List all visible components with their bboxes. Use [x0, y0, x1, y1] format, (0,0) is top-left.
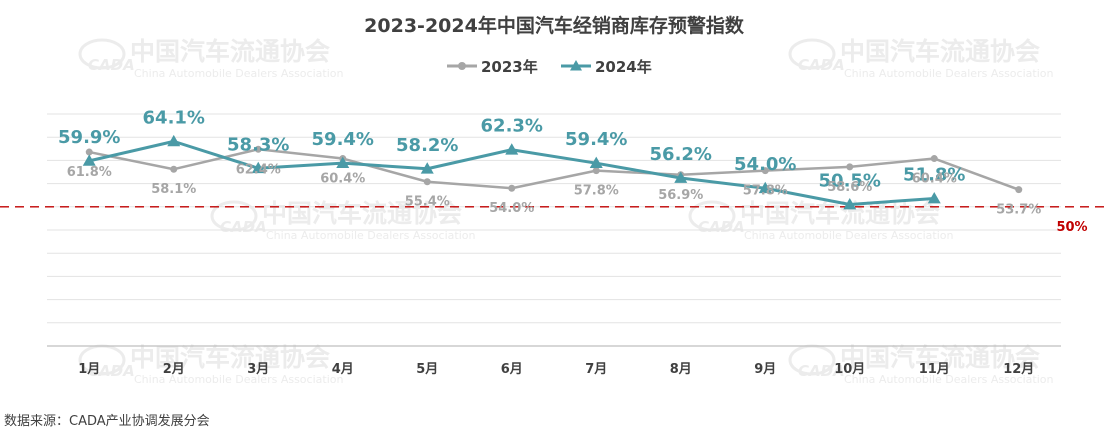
data-label: 53.7%	[996, 203, 1041, 218]
data-point	[758, 181, 772, 194]
data-label: 62.4%	[236, 162, 281, 177]
watermark-en: China Automobile Dealers Association	[134, 67, 343, 80]
watermark-logo-icon	[788, 38, 836, 70]
legend: 2023年 2024年	[447, 58, 652, 76]
watermark-cn: 中国汽车流通协会	[262, 199, 462, 228]
data-point	[1015, 186, 1023, 194]
x-tick-label: 3月	[247, 362, 269, 377]
series-line	[89, 148, 1020, 191]
data-point	[420, 162, 434, 174]
data-label: 58.3%	[227, 134, 289, 155]
data-point	[85, 148, 93, 156]
data-label: 54.0%	[734, 154, 796, 175]
x-tick-label: 4月	[332, 362, 354, 377]
watermark-cn: 中国汽车流通协会	[130, 343, 330, 372]
x-axis-tick-labels: 1月 2月 3月 4月 5月 6月 7月 8月 9月 10月 11月 12月	[78, 362, 1034, 377]
watermark-cn: 中国汽车流通协会	[840, 37, 1040, 66]
watermark-en: China Automobile Dealers Association	[744, 229, 953, 242]
data-point	[170, 165, 178, 173]
watermark-cn: 中国汽车流通协会	[840, 343, 1040, 372]
watermark-logo-text: CADA	[698, 218, 745, 236]
data-label: 57.8%	[743, 184, 788, 199]
data-point	[505, 143, 519, 155]
data-label: 61.8%	[67, 165, 112, 180]
data-label: 59.9%	[58, 127, 120, 148]
watermark-cn: 中国汽车流通协会	[130, 37, 330, 66]
x-tick-label: 6月	[501, 362, 523, 377]
data-label: 58.1%	[151, 182, 196, 197]
data-point	[927, 191, 941, 204]
series-markers	[82, 134, 1023, 210]
data-point	[930, 155, 938, 163]
watermark-en: China Automobile Dealers Association	[134, 373, 343, 386]
x-tick-label: 7月	[585, 362, 607, 377]
data-label: 54.0%	[489, 201, 534, 216]
legend-marker-circle	[458, 62, 466, 70]
data-point	[251, 161, 265, 174]
data-point	[423, 178, 431, 186]
data-point	[167, 134, 181, 147]
data-point	[843, 197, 857, 210]
x-tick-label: 11月	[919, 362, 950, 377]
data-point	[761, 167, 769, 175]
watermark-logo-text: CADA	[798, 56, 845, 74]
watermark-en: China Automobile Dealers Association	[844, 373, 1053, 386]
data-label: 51.8%	[903, 164, 965, 185]
data-point	[254, 145, 262, 153]
data-label: 59.4%	[565, 129, 627, 150]
watermark-logo-icon	[78, 38, 126, 70]
data-point	[592, 167, 600, 175]
legend-label: 2023年	[481, 58, 538, 76]
source-note: 数据来源：CADA产业协调发展分会	[4, 413, 210, 429]
x-tick-label: 1月	[78, 362, 100, 377]
data-point	[82, 154, 96, 166]
data-label: 55.4%	[405, 195, 450, 210]
data-point	[336, 156, 350, 169]
gridlines	[47, 113, 1061, 347]
data-point	[589, 156, 603, 169]
data-label: 56.9%	[658, 188, 703, 203]
data-label: 59.4%	[312, 129, 374, 150]
chart-title: 2023-2024年中国汽车经销商库存预警指数	[364, 14, 745, 37]
data-point	[674, 171, 688, 183]
data-label: 64.1%	[143, 107, 205, 128]
x-tick-label: 2月	[163, 362, 185, 377]
reference-line-label: 50%	[1056, 220, 1087, 235]
data-label: 58.6%	[827, 180, 872, 195]
x-tick-label: 8月	[670, 362, 692, 377]
watermark-logo-text: CADA	[220, 218, 267, 236]
data-point	[846, 163, 854, 171]
data-label: 56.2%	[650, 144, 712, 165]
data-label: 58.2%	[396, 135, 458, 156]
data-point	[508, 184, 516, 192]
legend-item: 2024年	[561, 58, 652, 76]
x-tick-label: 10月	[834, 362, 865, 377]
legend-item: 2023年	[447, 58, 538, 76]
data-label: 60.4%	[320, 172, 365, 187]
data-label: 60.4%	[912, 172, 957, 187]
data-label: 50.5%	[819, 170, 881, 191]
data-label: 62.3%	[481, 116, 543, 137]
reference-line-group: 50%	[0, 206, 1109, 235]
x-tick-label: 12月	[1003, 362, 1034, 377]
x-tick-label: 5月	[416, 362, 438, 377]
legend-marker-triangle	[570, 60, 582, 71]
x-tick-label: 9月	[754, 362, 776, 377]
watermark-logo-text: CADA	[88, 56, 135, 74]
watermark-en: China Automobile Dealers Association	[844, 67, 1053, 80]
legend-label: 2024年	[595, 58, 652, 76]
data-labels: 59.9% 64.1% 58.3% 59.4% 58.2% 62.3% 59.4% 56.2%…	[58, 107, 1041, 217]
watermark-en: China Automobile Dealers Association	[266, 229, 475, 242]
data-label: 57.8%	[574, 184, 619, 199]
